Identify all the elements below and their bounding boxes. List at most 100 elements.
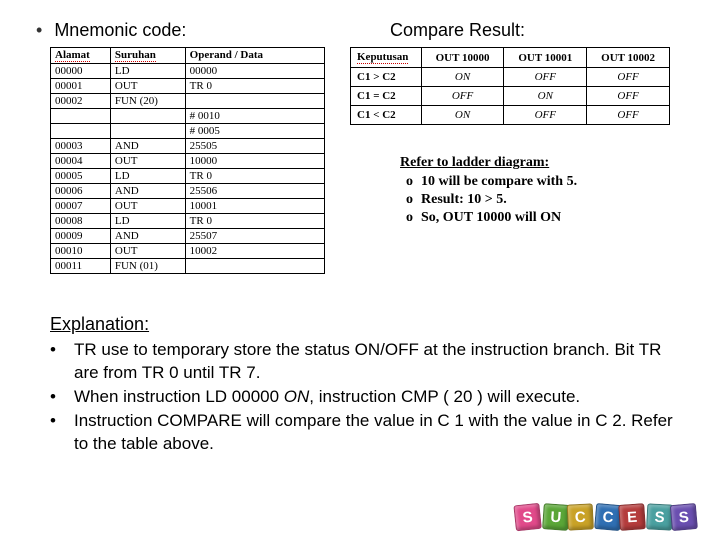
table-cell: 25505 <box>185 139 324 154</box>
refer-text: So, OUT 10000 will ON <box>421 209 561 227</box>
table-cell: OFF <box>587 68 670 87</box>
table-cell <box>110 109 185 124</box>
table-cell: LD <box>110 64 185 79</box>
bullet-icon: • <box>50 339 74 385</box>
table-row: C1 > C2ONOFFOFF <box>351 68 670 87</box>
mnemonic-header: Alamat <box>51 48 111 64</box>
table-cell: FUN (20) <box>110 94 185 109</box>
explanation-text: TR use to temporary store the status ON/… <box>74 339 680 385</box>
table-cell: AND <box>110 229 185 244</box>
table-cell <box>185 259 324 274</box>
table-cell: AND <box>110 139 185 154</box>
table-row: 00005LDTR 0 <box>51 169 325 184</box>
mnemonic-header: Suruhan <box>110 48 185 64</box>
list-item: •Instruction COMPARE will compare the va… <box>50 410 680 456</box>
table-cell: 00005 <box>51 169 111 184</box>
table-cell: 00007 <box>51 199 111 214</box>
table-cell: 00009 <box>51 229 111 244</box>
table-cell: 00002 <box>51 94 111 109</box>
table-row: C1 = C2OFFONOFF <box>351 87 670 106</box>
table-cell <box>110 124 185 139</box>
table-row: 00000LD00000 <box>51 64 325 79</box>
result-header: OUT 10002 <box>587 48 670 68</box>
table-cell: C1 = C2 <box>351 87 422 106</box>
table-cell: 10000 <box>185 154 324 169</box>
table-row: # 0010 <box>51 109 325 124</box>
table-row: 00009AND25507 <box>51 229 325 244</box>
explanation-list: •TR use to temporary store the status ON… <box>50 339 680 456</box>
table-cell: 10002 <box>185 244 324 259</box>
table-cell <box>51 109 111 124</box>
table-cell: OUT <box>110 199 185 214</box>
mnemonic-table: AlamatSuruhanOperand / Data 00000LD00000… <box>50 47 325 274</box>
table-cell: 00000 <box>51 64 111 79</box>
bullet-icon: • <box>50 386 74 409</box>
table-cell: OFF <box>587 106 670 125</box>
list-item: •When instruction LD 00000 ON, instructi… <box>50 386 680 409</box>
table-row: 00001OUTTR 0 <box>51 79 325 94</box>
table-cell <box>51 124 111 139</box>
mnemonic-header: Operand / Data <box>185 48 324 64</box>
table-cell: OFF <box>421 87 504 106</box>
refer-list: o 10 will be compare with 5. o Result: 10 >… <box>406 173 680 228</box>
success-block: C <box>567 503 594 530</box>
refer-block: Refer to ladder diagram: o 10 will be com… <box>400 155 680 228</box>
table-cell: ON <box>504 87 587 106</box>
list-item: o 10 will be compare with 5. <box>406 173 680 191</box>
table-cell: 00008 <box>51 214 111 229</box>
table-cell: OFF <box>504 68 587 87</box>
table-cell: FUN (01) <box>110 259 185 274</box>
table-cell: 25507 <box>185 229 324 244</box>
table-cell: LD <box>110 214 185 229</box>
success-block: S <box>670 503 698 531</box>
refer-text: Result: 10 > 5. <box>421 191 507 209</box>
circle-bullet-icon: o <box>406 173 413 191</box>
list-item: oSo, OUT 10000 will ON <box>406 209 680 227</box>
table-cell: ON <box>421 106 504 125</box>
table-cell: OUT <box>110 79 185 94</box>
table-cell: C1 < C2 <box>351 106 422 125</box>
refer-text: 10 will be compare with 5. <box>421 173 577 191</box>
table-row: 00002FUN (20) <box>51 94 325 109</box>
success-block: E <box>618 503 646 531</box>
table-cell: LD <box>110 169 185 184</box>
result-header: OUT 10000 <box>421 48 504 68</box>
table-cell: OFF <box>587 87 670 106</box>
table-cell: 00011 <box>51 259 111 274</box>
table-cell: AND <box>110 184 185 199</box>
table-cell: C1 > C2 <box>351 68 422 87</box>
table-cell: TR 0 <box>185 169 324 184</box>
table-row: 00006AND25506 <box>51 184 325 199</box>
table-row: C1 < C2ONOFFOFF <box>351 106 670 125</box>
table-cell: 00004 <box>51 154 111 169</box>
result-header: Keputusan <box>351 48 422 68</box>
bullet-icon: • <box>50 410 74 456</box>
result-header: OUT 10001 <box>504 48 587 68</box>
table-cell: 00006 <box>51 184 111 199</box>
success-blocks: SUCCESS <box>516 504 698 530</box>
table-cell: 00000 <box>185 64 324 79</box>
table-cell: TR 0 <box>185 214 324 229</box>
success-block: U <box>542 503 570 531</box>
table-cell: 00003 <box>51 139 111 154</box>
table-cell: OUT <box>110 154 185 169</box>
table-cell: 10001 <box>185 199 324 214</box>
explanation-heading: Explanation: <box>50 314 680 335</box>
table-row: # 0005 <box>51 124 325 139</box>
table-row: 00007OUT10001 <box>51 199 325 214</box>
table-cell: OFF <box>504 106 587 125</box>
table-cell: # 0010 <box>185 109 324 124</box>
refer-heading: Refer to ladder diagram: <box>400 155 680 171</box>
table-row: 00011FUN (01) <box>51 259 325 274</box>
circle-bullet-icon: o <box>406 191 413 209</box>
table-row: 00004OUT10000 <box>51 154 325 169</box>
bullet-icon: • <box>36 20 42 41</box>
result-table: KeputusanOUT 10000OUT 10001OUT 10002 C1 … <box>350 47 670 125</box>
table-cell: 25506 <box>185 184 324 199</box>
explanation-text: When instruction LD 00000 ON, instructio… <box>74 386 680 409</box>
table-cell <box>185 94 324 109</box>
table-cell: ON <box>421 68 504 87</box>
list-item: •TR use to temporary store the status ON… <box>50 339 680 385</box>
table-cell: 00001 <box>51 79 111 94</box>
list-item: o Result: 10 > 5. <box>406 191 680 209</box>
